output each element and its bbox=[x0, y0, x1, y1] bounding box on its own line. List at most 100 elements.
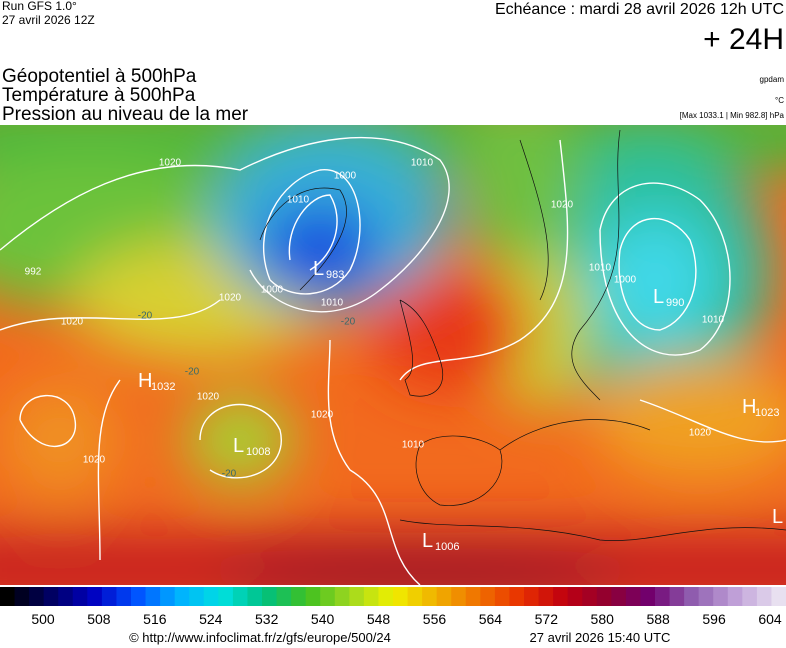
scale-cell bbox=[582, 587, 598, 606]
scale-cell bbox=[291, 587, 307, 606]
scale-cell bbox=[189, 587, 205, 606]
center-letter: L bbox=[233, 435, 244, 457]
scale-label: 532 bbox=[255, 611, 279, 627]
scale-cell bbox=[131, 587, 147, 606]
isobar-label: 1010 bbox=[411, 158, 434, 169]
scale-cell bbox=[101, 587, 117, 606]
scale-cell bbox=[538, 587, 554, 606]
scale-cell bbox=[771, 587, 786, 606]
isobars bbox=[0, 136, 786, 585]
scale-label: 564 bbox=[479, 611, 503, 627]
scale-label: 548 bbox=[367, 611, 391, 627]
run-label: Run GFS 1.0° bbox=[2, 0, 77, 13]
scale-cell bbox=[378, 587, 394, 606]
scale-cell bbox=[0, 587, 16, 606]
isobar-label: 1020 bbox=[551, 200, 574, 211]
center-value: 1008 bbox=[246, 446, 270, 458]
scale-cell bbox=[742, 587, 758, 606]
scale-cell bbox=[262, 587, 278, 606]
scale-cell bbox=[640, 587, 656, 606]
scale-label: 540 bbox=[311, 611, 335, 627]
isobar-label: 1010 bbox=[287, 195, 310, 206]
scale-cell bbox=[669, 587, 685, 606]
scale-cell bbox=[174, 587, 190, 606]
scale-label: 588 bbox=[646, 611, 670, 627]
unit-label: gpdam bbox=[760, 75, 785, 84]
center-letter: L bbox=[772, 506, 783, 528]
scale-cell bbox=[116, 587, 132, 606]
scale-label: 556 bbox=[423, 611, 447, 627]
field-label: Température à 500hPa bbox=[2, 85, 196, 106]
scale-label: 500 bbox=[31, 611, 55, 627]
isobar-label: 1020 bbox=[83, 455, 106, 466]
scale-cell bbox=[451, 587, 467, 606]
isotherm-label: -20 bbox=[185, 367, 200, 378]
center-value: 1006 bbox=[435, 541, 459, 553]
scale-cell bbox=[218, 587, 234, 606]
isobar-label: 1020 bbox=[159, 158, 182, 169]
scale-cell bbox=[698, 587, 714, 606]
isobar-label: 1020 bbox=[61, 317, 84, 328]
scale-cell bbox=[553, 587, 569, 606]
scale-cell bbox=[145, 587, 161, 606]
scale-cell bbox=[524, 587, 540, 606]
scale-cell bbox=[756, 587, 772, 606]
center-letter: H bbox=[138, 370, 152, 392]
scale-cell bbox=[320, 587, 336, 606]
isobar-label: 1010 bbox=[589, 263, 612, 274]
scale-label: 524 bbox=[199, 611, 223, 627]
scale-cell bbox=[713, 587, 729, 606]
isobar-label: 1000 bbox=[334, 171, 357, 182]
scale-cell bbox=[87, 587, 103, 606]
scale-cell bbox=[363, 587, 379, 606]
scale-label: 580 bbox=[591, 611, 615, 627]
generated-time: 27 avril 2026 15:40 UTC bbox=[530, 630, 671, 645]
isobar-label: 1020 bbox=[197, 392, 220, 403]
color-scale: 500 508 516 524 532 540 548 556 564 572 580 588 596 6… bbox=[0, 587, 786, 627]
unit-label: [Max 1033.1 | Min 982.8] hPa bbox=[680, 111, 785, 120]
isobar-label: 1000 bbox=[261, 285, 284, 296]
scale-cell bbox=[393, 587, 409, 606]
center-value: 990 bbox=[666, 297, 684, 309]
isotherm-label: -20 bbox=[138, 311, 153, 322]
scale-cell bbox=[43, 587, 59, 606]
scale-cell bbox=[611, 587, 627, 606]
scale-cell bbox=[58, 587, 74, 606]
scale-cell bbox=[29, 587, 45, 606]
scale-cell bbox=[625, 587, 641, 606]
center-letter: L bbox=[422, 530, 433, 552]
isotherm-label: -20 bbox=[341, 317, 356, 328]
scale-cell bbox=[14, 587, 30, 606]
unit-label: °C bbox=[775, 96, 784, 105]
isobar-label: 1010 bbox=[402, 440, 425, 451]
run-date: 27 avril 2026 12Z bbox=[2, 13, 95, 27]
scale-label: 508 bbox=[87, 611, 111, 627]
scale-cell bbox=[72, 587, 88, 606]
isobar-label: 1020 bbox=[219, 293, 242, 304]
scale-cell bbox=[684, 587, 700, 606]
coastlines bbox=[259, 129, 786, 541]
scale-cell bbox=[334, 587, 350, 606]
center-letter: L bbox=[653, 286, 664, 308]
scale-cell bbox=[436, 587, 452, 606]
forecast-time: Echéance : mardi 28 avril 2026 12h UTC bbox=[495, 1, 784, 18]
isobar-label: 1020 bbox=[311, 410, 334, 421]
scale-cell bbox=[422, 587, 438, 606]
isobar-label: 1010 bbox=[702, 315, 725, 326]
scale-cell bbox=[494, 587, 510, 606]
lead-time: + 24H bbox=[703, 23, 784, 56]
isobar-label: 1020 bbox=[689, 428, 712, 439]
scale-cell bbox=[349, 587, 365, 606]
isotherm-label: -20 bbox=[222, 469, 237, 480]
scale-cell bbox=[203, 587, 219, 606]
scale-cell bbox=[160, 587, 176, 606]
source-url: © http://www.infoclimat.fr/z/gfs/europe/… bbox=[129, 630, 391, 645]
scale-label: 572 bbox=[535, 611, 559, 627]
scale-label: 604 bbox=[758, 611, 782, 627]
scale-cell bbox=[276, 587, 292, 606]
scale-cell bbox=[480, 587, 496, 606]
scale-cell bbox=[305, 587, 321, 606]
scale-label: 596 bbox=[702, 611, 726, 627]
